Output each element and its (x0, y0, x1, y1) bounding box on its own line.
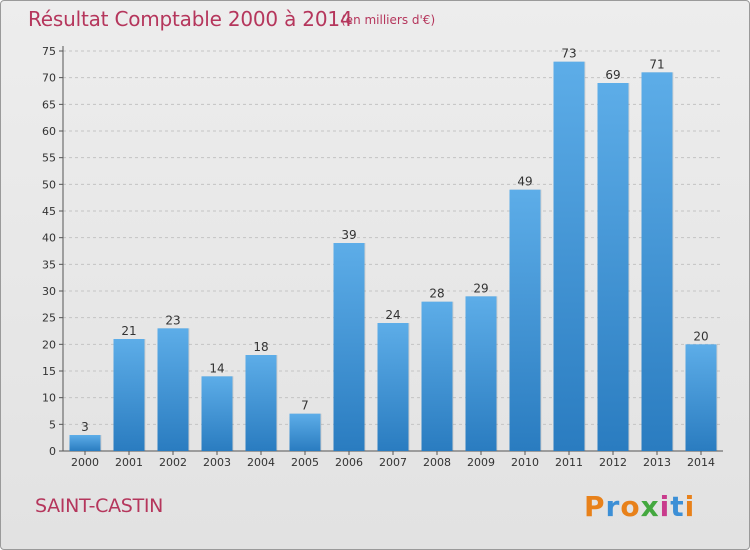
y-tick-label: 20 (42, 338, 56, 351)
chart-title: Résultat Comptable 2000 à 2014 (28, 7, 353, 31)
bar (685, 344, 717, 451)
bar (201, 376, 233, 451)
logo-letter: o (620, 490, 641, 523)
logo-letter: P (584, 490, 606, 523)
x-tick-label: 2005 (291, 456, 319, 469)
bar-value-label: 7 (301, 399, 309, 413)
y-tick-label: 30 (42, 285, 56, 298)
bar (289, 413, 321, 451)
y-tick-label: 10 (42, 392, 56, 405)
bar-value-label: 24 (385, 308, 400, 322)
y-tick-label: 50 (42, 178, 56, 191)
bar (245, 355, 277, 451)
y-tick-label: 65 (42, 98, 56, 111)
y-tick-label: 45 (42, 205, 56, 218)
bar (509, 189, 541, 451)
bar-value-label: 71 (649, 57, 664, 71)
bar (377, 323, 409, 451)
bar-value-label: 28 (429, 287, 444, 301)
x-tick-label: 2006 (335, 456, 363, 469)
x-tick-label: 2014 (687, 456, 715, 469)
x-tick-label: 2007 (379, 456, 407, 469)
logo-letter: i (659, 490, 671, 523)
x-tick-label: 2008 (423, 456, 451, 469)
bar-value-label: 3 (81, 420, 89, 434)
y-tick-label: 70 (42, 72, 56, 85)
y-tick-label: 60 (42, 125, 56, 138)
bar-value-label: 39 (341, 228, 356, 242)
x-tick-label: 2009 (467, 456, 495, 469)
bar (333, 243, 365, 451)
logo-letter: r (605, 490, 621, 523)
x-tick-label: 2003 (203, 456, 231, 469)
x-tick-label: 2004 (247, 456, 275, 469)
x-tick-label: 2012 (599, 456, 627, 469)
x-tick-label: 2000 (71, 456, 99, 469)
bar (421, 301, 453, 451)
y-tick-label: 75 (42, 45, 56, 58)
commune-name: SAINT-CASTIN (35, 495, 164, 517)
bar-value-label: 14 (209, 361, 224, 375)
bar-value-label: 20 (693, 329, 708, 343)
bar (465, 296, 497, 451)
bar (69, 435, 101, 451)
y-tick-label: 35 (42, 258, 56, 271)
y-tick-label: 40 (42, 232, 56, 245)
logo-letter: i (684, 490, 696, 523)
x-tick-label: 2011 (555, 456, 583, 469)
bar-value-label: 21 (121, 324, 136, 338)
chart-unit: (en milliers d'€) (341, 13, 436, 27)
bar-value-label: 69 (605, 68, 620, 82)
x-tick-label: 2013 (643, 456, 671, 469)
logo-letter: x (640, 490, 660, 523)
logo-letter: t (670, 490, 685, 523)
bar (553, 61, 585, 452)
y-tick-label: 5 (49, 418, 56, 431)
y-tick-label: 15 (42, 365, 56, 378)
bar-value-label: 23 (165, 313, 180, 327)
x-tick-label: 2001 (115, 456, 143, 469)
x-tick-label: 2010 (511, 456, 539, 469)
bar (113, 339, 145, 451)
y-tick-label: 55 (42, 152, 56, 165)
y-tick-label: 0 (49, 445, 56, 458)
y-tick-label: 25 (42, 312, 56, 325)
bar (157, 328, 189, 451)
bar-value-label: 29 (473, 281, 488, 295)
bar-value-label: 49 (517, 175, 532, 189)
bar-value-label: 73 (561, 47, 576, 61)
bar (641, 72, 673, 451)
proxiti-logo: Proxiti (584, 490, 695, 523)
bar (597, 83, 629, 451)
bar-value-label: 18 (253, 340, 268, 354)
x-tick-label: 2002 (159, 456, 187, 469)
